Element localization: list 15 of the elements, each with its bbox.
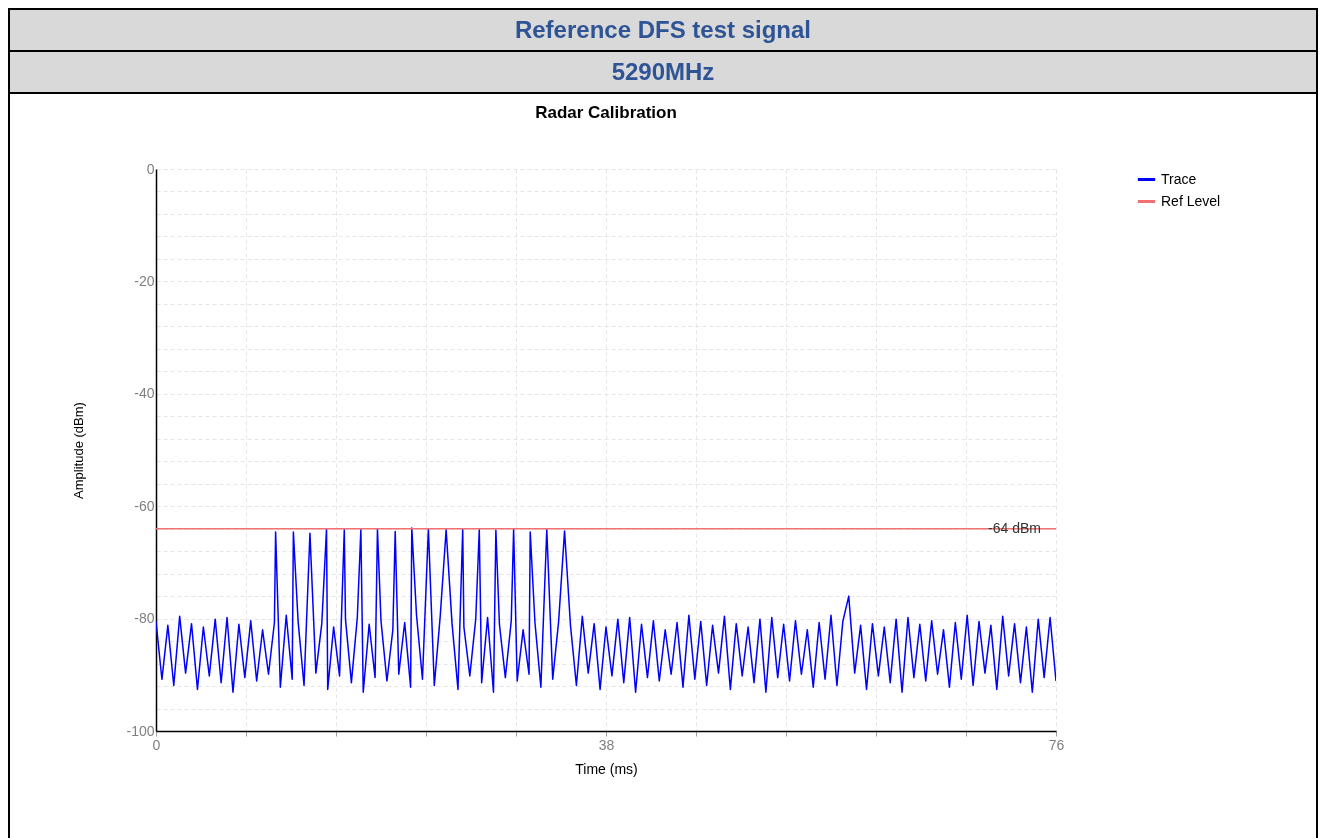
x-tick-label: 38 [598,736,615,753]
y-tick-label: -60 [134,497,155,514]
legend-label: Ref Level [1161,192,1221,209]
y-tick-label: -80 [134,610,155,627]
y-tick-label: -100 [126,722,155,739]
y-tick-label: -20 [134,272,155,289]
x-axis-title: Time (ms) [575,760,638,777]
legend-label: Trace [1161,170,1197,187]
y-axis-title: Amplitude (dBm) [71,402,87,499]
text: Reference DFS test signal [10,10,1316,52]
y-tick-label: 0 [146,160,155,177]
y-tick-label: -40 [134,385,155,402]
x-tick-label: 76 [1048,736,1065,753]
chart-title: Radar Calibration [535,103,677,122]
text: 5290MHz [10,52,1316,94]
